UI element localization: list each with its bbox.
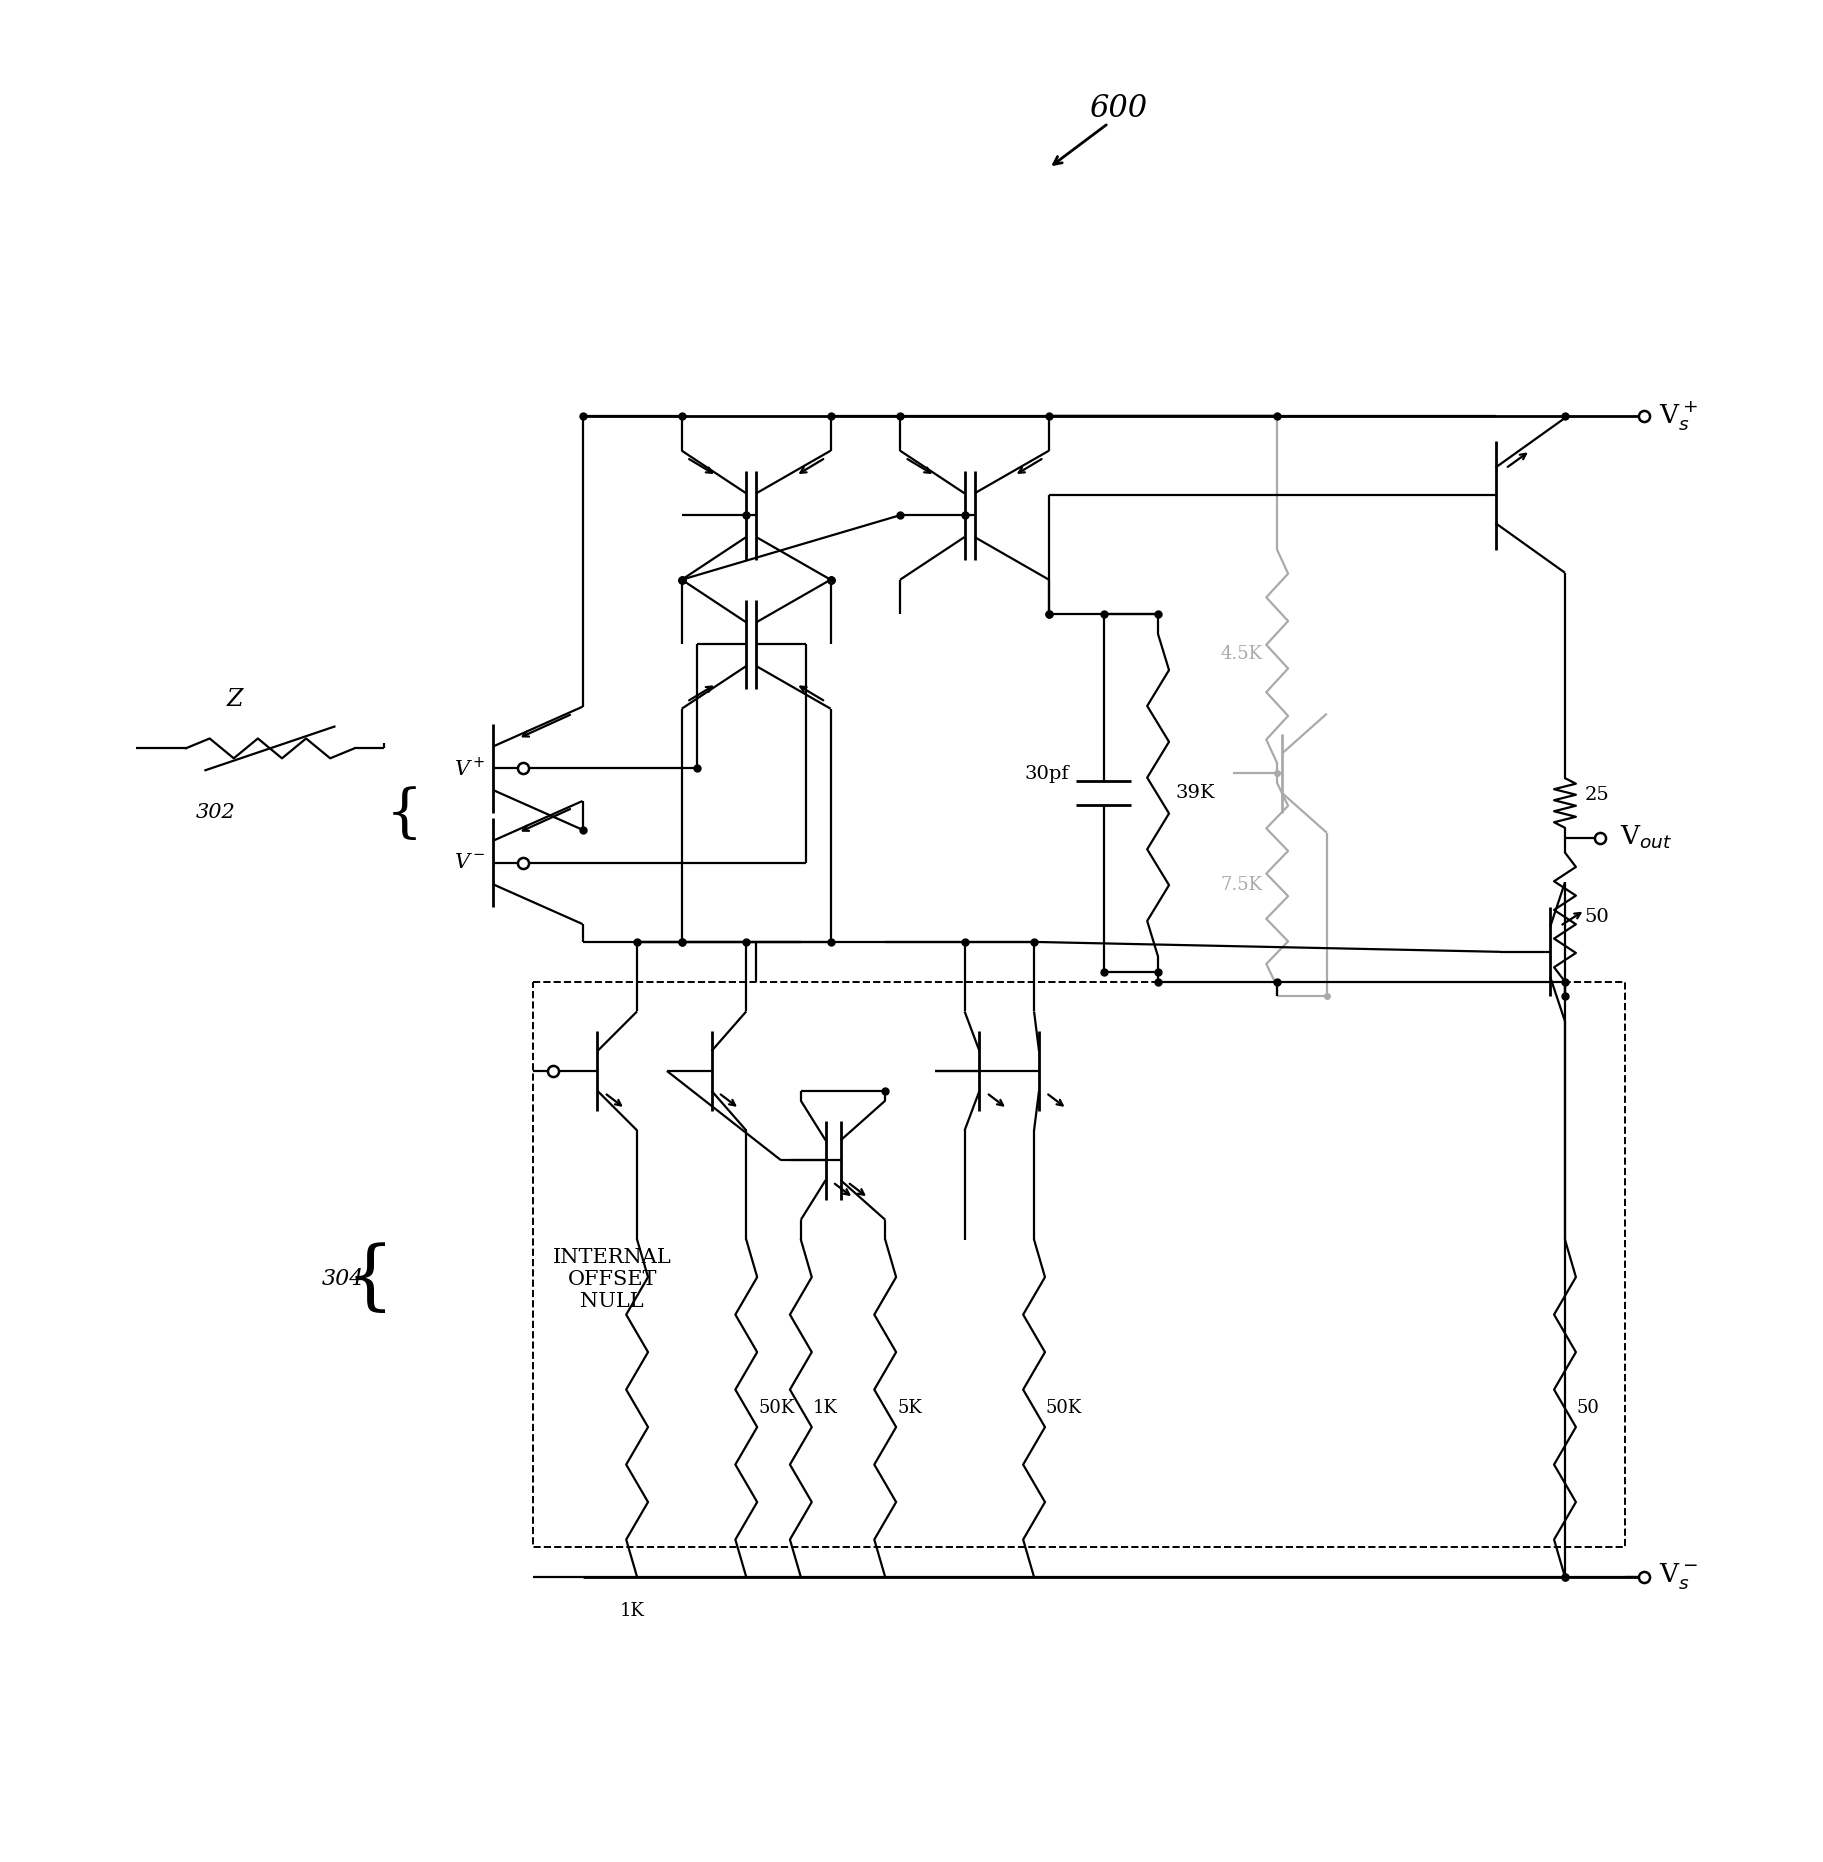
- Text: INTERNAL
OFFSET
NULL: INTERNAL OFFSET NULL: [552, 1248, 671, 1311]
- Text: {: {: [385, 788, 423, 843]
- Text: Z: Z: [228, 687, 244, 711]
- Text: 7.5K: 7.5K: [1220, 875, 1262, 894]
- Text: 1K: 1K: [620, 1601, 645, 1620]
- Text: 1K: 1K: [813, 1400, 837, 1417]
- Text: 25: 25: [1584, 786, 1610, 804]
- Text: 39K: 39K: [1176, 784, 1216, 803]
- Text: 50K: 50K: [1046, 1400, 1083, 1417]
- Text: 30pf: 30pf: [1025, 765, 1068, 784]
- Text: V$_s^-$: V$_s^-$: [1659, 1562, 1697, 1592]
- Text: 600: 600: [1090, 93, 1147, 123]
- Text: 302: 302: [195, 803, 235, 821]
- Text: V$_{out}$: V$_{out}$: [1619, 825, 1672, 851]
- Text: 5K: 5K: [897, 1400, 922, 1417]
- Text: V$_s^+$: V$_s^+$: [1659, 398, 1697, 432]
- Text: 50: 50: [1584, 909, 1610, 925]
- Text: 50: 50: [1577, 1400, 1601, 1417]
- Text: 304: 304: [323, 1268, 365, 1290]
- Text: 50K: 50K: [758, 1400, 795, 1417]
- Text: V$^+$: V$^+$: [454, 756, 485, 780]
- Text: V$^-$: V$^-$: [454, 853, 485, 871]
- Text: {: {: [346, 1242, 394, 1316]
- Text: 4.5K: 4.5K: [1220, 644, 1262, 663]
